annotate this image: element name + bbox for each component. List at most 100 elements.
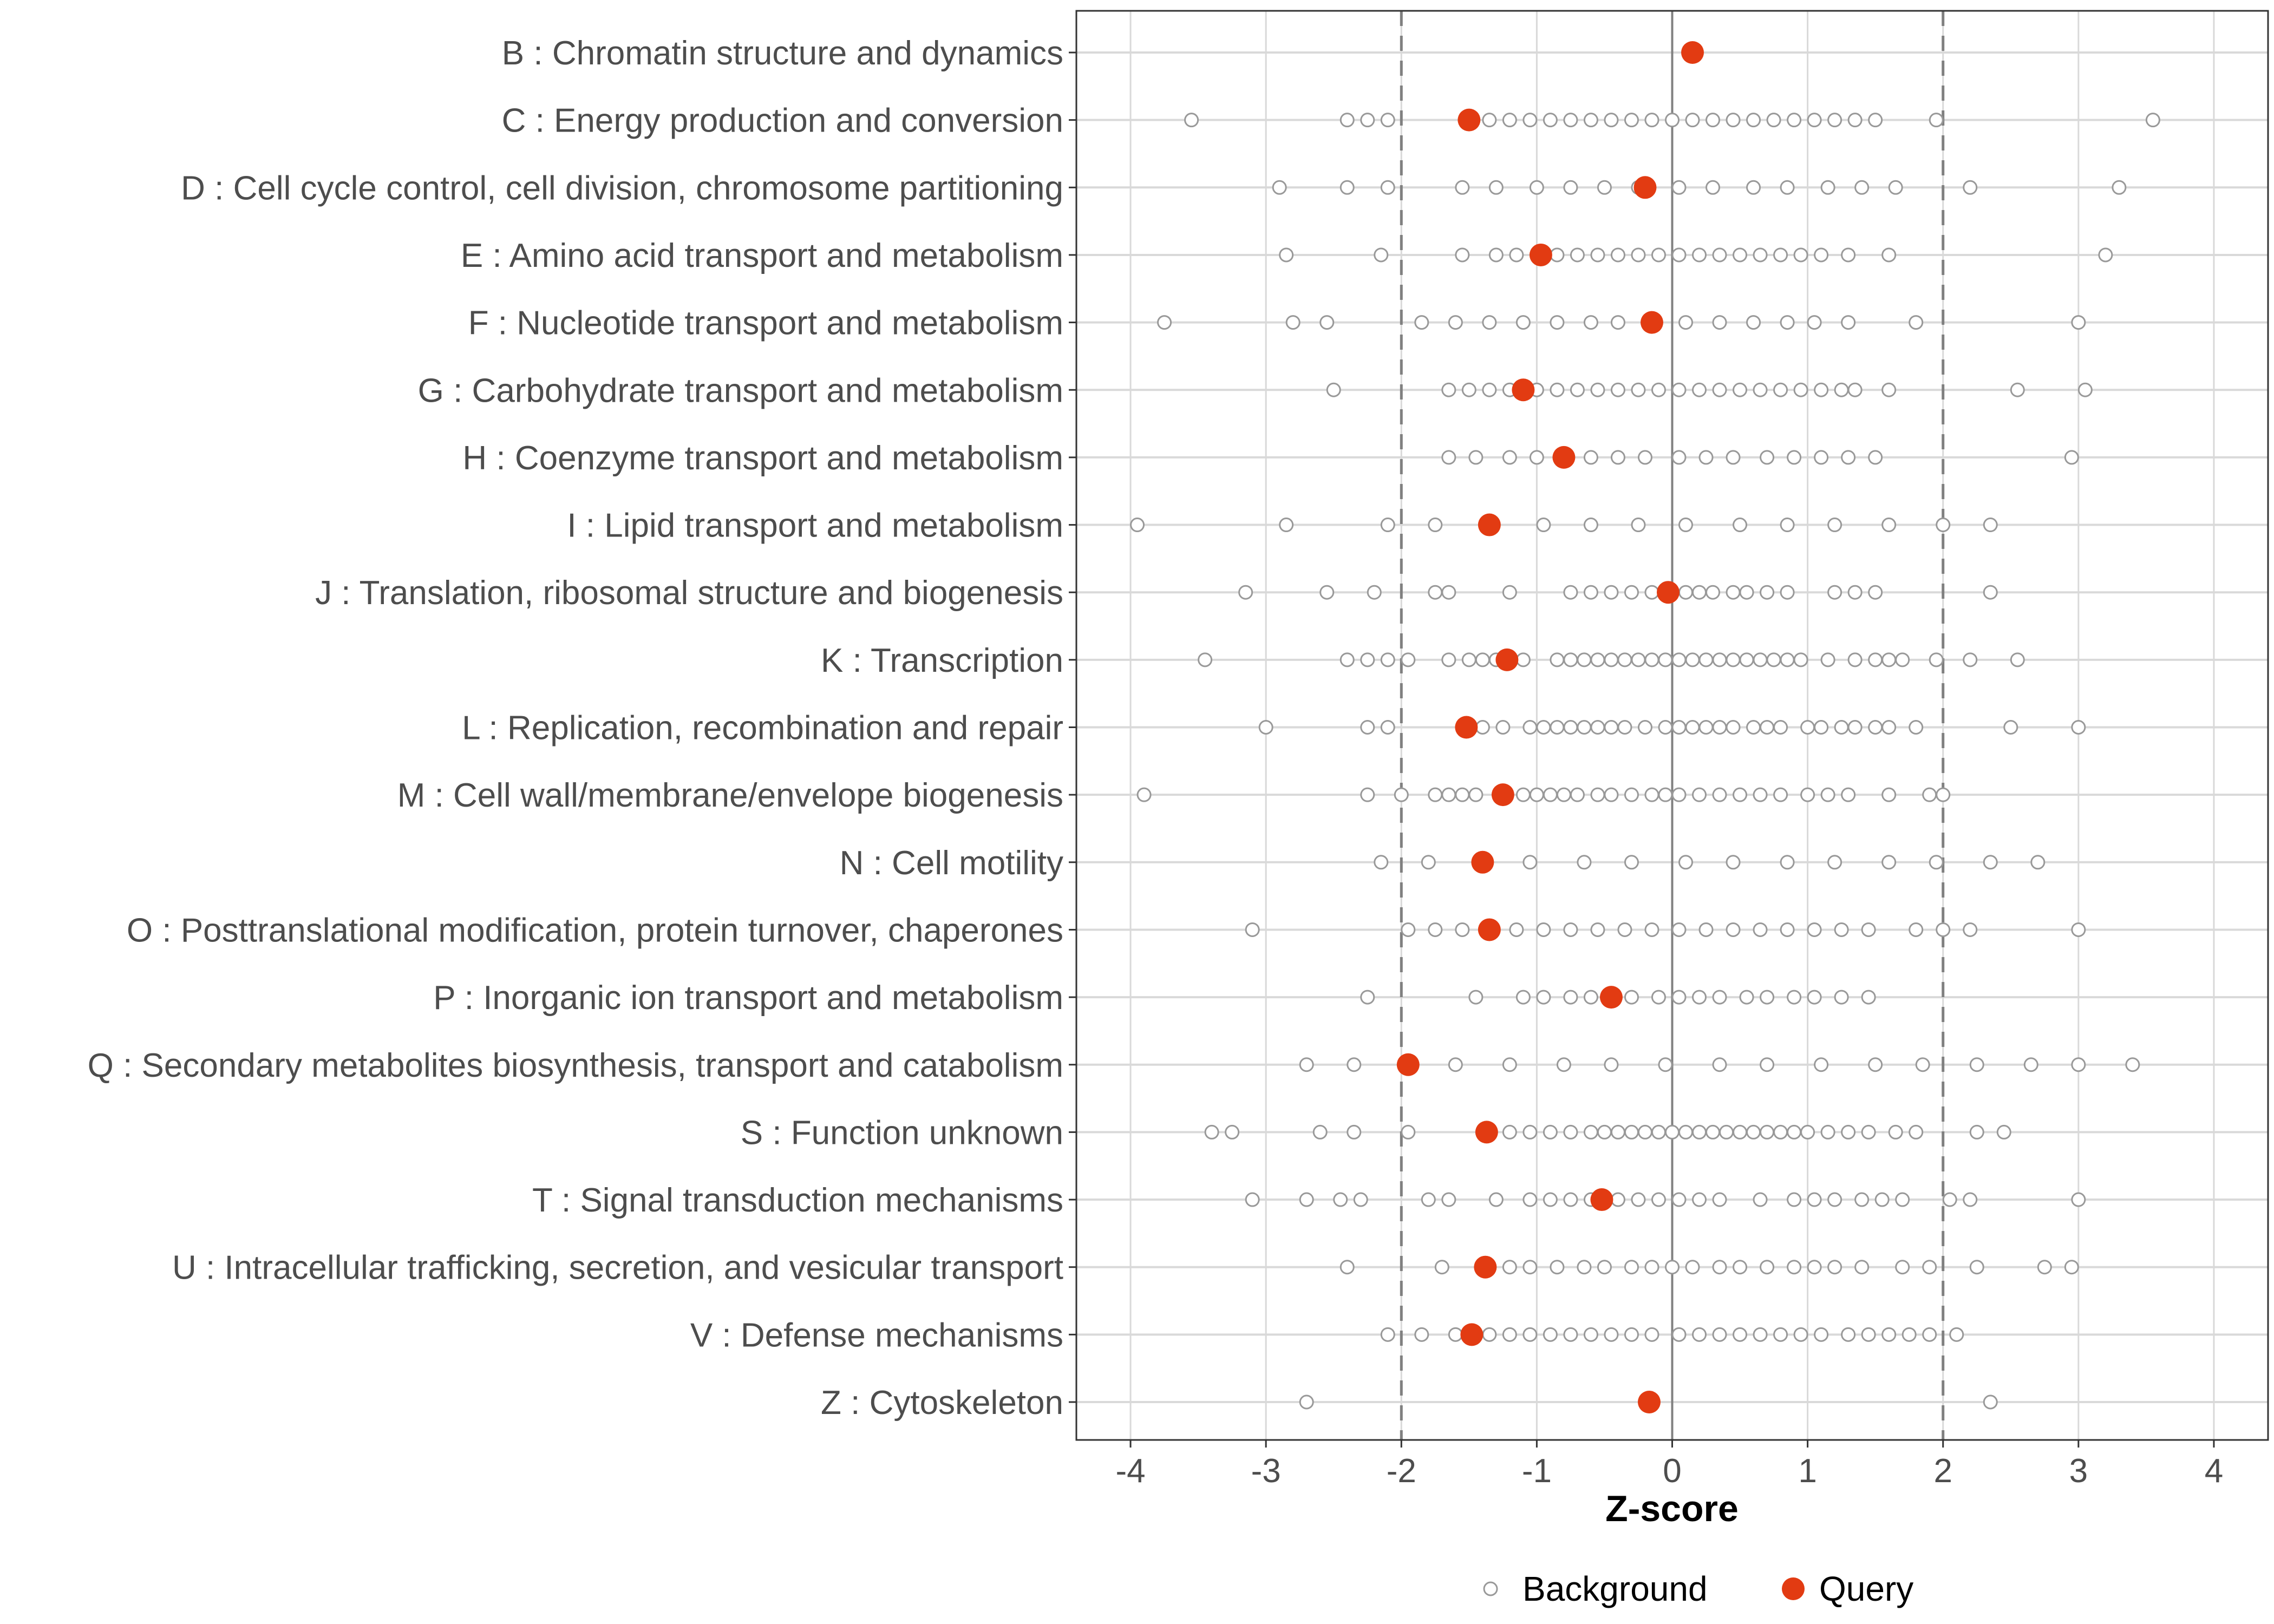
background-point: [1753, 247, 1768, 263]
background-point: [1678, 585, 1694, 600]
background-point: [1841, 315, 1856, 330]
query-point: [1529, 243, 1552, 266]
y-axis: B : Chromatin structure and dynamics C : …: [88, 35, 1076, 1422]
background-point: [1936, 922, 1951, 937]
background-point: [1733, 518, 1748, 533]
background-point: [1861, 922, 1876, 937]
background-point: [1279, 518, 1294, 533]
background-point: [1733, 382, 1748, 397]
background-point: [1692, 1124, 1707, 1140]
background-point: [1665, 113, 1680, 128]
background-point: [1780, 652, 1795, 667]
background-point: [1658, 787, 1673, 802]
background-point: [2071, 1192, 2086, 1207]
category-label: K : Transcription: [821, 642, 1063, 679]
background-point: [1685, 720, 1700, 735]
query-point: [1491, 783, 1514, 807]
background-point: [1610, 450, 1625, 465]
background-point: [1698, 720, 1714, 735]
background-point: [1983, 518, 1998, 533]
background-point: [1834, 382, 1849, 397]
background-point: [1706, 180, 1721, 195]
background-point: [1590, 922, 1605, 937]
background-point: [1685, 652, 1700, 667]
query-point: [1552, 446, 1576, 469]
background-point: [1550, 382, 1565, 397]
background-point: [1692, 787, 1707, 802]
background-point: [1739, 585, 1754, 600]
x-axis: -4 -3 -2 -1 0 1 2 3 4: [1115, 1440, 2223, 1490]
background-point: [1556, 1057, 1571, 1072]
background-point: [1773, 382, 1788, 397]
legend-background-marker: [1483, 1581, 1498, 1596]
category-label: H : Coenzyme transport and metabolism: [462, 440, 1063, 477]
background-point: [1515, 652, 1531, 667]
background-point: [1658, 1057, 1673, 1072]
background-point: [1760, 1057, 1775, 1072]
background-point: [1739, 990, 1754, 1005]
background-point: [1820, 1124, 1835, 1140]
background-point: [1597, 1124, 1612, 1140]
background-point: [1339, 652, 1355, 667]
background-point: [1807, 990, 1822, 1005]
background-point: [1604, 652, 1619, 667]
background-point: [1434, 1260, 1449, 1275]
background-point: [1861, 1124, 1876, 1140]
background-point: [1753, 1192, 1768, 1207]
background-point: [1563, 990, 1578, 1005]
background-point: [1502, 1057, 1517, 1072]
background-point: [1136, 787, 1152, 802]
background-point: [1455, 922, 1470, 937]
background-point: [1692, 247, 1707, 263]
background-point: [1421, 855, 1436, 870]
background-point: [1936, 787, 1951, 802]
background-point: [1590, 382, 1605, 397]
background-point: [1671, 787, 1687, 802]
background-point: [1678, 1124, 1694, 1140]
background-point: [1760, 450, 1775, 465]
background-point: [1644, 113, 1659, 128]
background-point: [1326, 382, 1341, 397]
background-point: [1536, 720, 1551, 735]
background-point: [1455, 247, 1470, 263]
background-point: [1692, 585, 1707, 600]
background-point: [1834, 922, 1849, 937]
background-point: [1733, 1124, 1748, 1140]
background-point: [1577, 720, 1592, 735]
background-point: [1847, 652, 1863, 667]
background-point: [1624, 1260, 1639, 1275]
background-point: [1827, 1260, 1842, 1275]
background-point: [1820, 180, 1835, 195]
background-point: [1455, 180, 1470, 195]
background-point: [1753, 1327, 1768, 1342]
background-point: [1644, 922, 1659, 937]
background-point: [1529, 450, 1544, 465]
background-point: [1915, 1057, 1930, 1072]
background-point: [1800, 1124, 1815, 1140]
background-point: [1814, 382, 1829, 397]
background-point: [1787, 990, 1802, 1005]
background-point: [1929, 113, 1944, 128]
background-point: [1665, 1124, 1680, 1140]
background-point: [1319, 315, 1335, 330]
background-point: [1651, 247, 1666, 263]
background-point: [1455, 787, 1470, 802]
background-point: [1604, 1057, 1619, 1072]
background-point: [1522, 1192, 1538, 1207]
background-point: [1414, 1327, 1429, 1342]
background-point: [1550, 1260, 1565, 1275]
background-point: [1610, 1124, 1625, 1140]
category-label: T : Signal transduction mechanisms: [532, 1182, 1063, 1219]
background-point: [1793, 1327, 1808, 1342]
background-point: [1380, 113, 1395, 128]
background-point: [1529, 787, 1544, 802]
background-point: [1550, 652, 1565, 667]
background-point: [1441, 382, 1456, 397]
background-point: [1712, 1057, 1727, 1072]
background-point: [1733, 1260, 1748, 1275]
background-point: [1204, 1124, 1219, 1140]
background-point: [1841, 1124, 1856, 1140]
background-point: [2071, 1057, 2086, 1072]
background-point: [1847, 382, 1863, 397]
background-point: [1773, 720, 1788, 735]
